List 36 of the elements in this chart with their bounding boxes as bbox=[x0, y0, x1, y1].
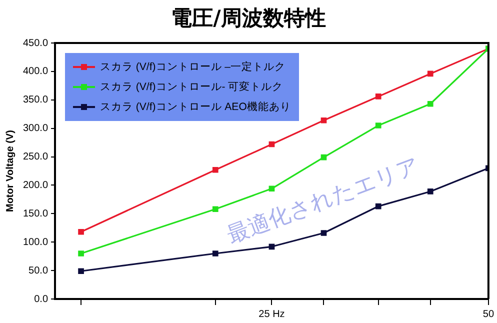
point bbox=[427, 188, 434, 194]
point bbox=[78, 228, 84, 235]
x-tick-label: 25 Hz bbox=[258, 308, 285, 320]
y-tick-label: 400.0 bbox=[22, 66, 48, 78]
point bbox=[375, 203, 382, 210]
point bbox=[78, 268, 84, 274]
x-tick-label: 50 bbox=[482, 308, 494, 320]
y-tick-label: 150.0 bbox=[22, 208, 48, 220]
point bbox=[268, 141, 275, 148]
y-tick-label: 300.0 bbox=[22, 123, 48, 134]
point bbox=[320, 117, 327, 124]
point bbox=[320, 154, 327, 160]
point bbox=[427, 70, 434, 77]
y-tick-label: 100.0 bbox=[22, 236, 48, 248]
legend-label: スカラ (V/f)コントロール AEO機能あり bbox=[100, 100, 291, 114]
point bbox=[212, 166, 218, 173]
y-tick-label: 250.0 bbox=[22, 152, 48, 163]
y-tick-label: 200.0 bbox=[22, 180, 48, 191]
point bbox=[212, 250, 218, 256]
point bbox=[268, 244, 275, 250]
annotation: 最適化されたエリア bbox=[224, 153, 424, 249]
point bbox=[375, 94, 382, 100]
legend-label: スカラ (V/f)コントロール- 可変トルク bbox=[100, 80, 284, 94]
point bbox=[375, 122, 382, 128]
y-tick-label: 50.0 bbox=[28, 265, 48, 276]
y-tick-label: 450.0 bbox=[22, 38, 48, 49]
y-tick-label: 350.0 bbox=[22, 94, 48, 106]
point bbox=[212, 206, 218, 212]
point bbox=[320, 230, 327, 236]
point bbox=[268, 186, 275, 192]
chart-title: 電圧/周波数特性 bbox=[170, 5, 327, 32]
y-axis-title: Motor Voltage (V) bbox=[4, 130, 16, 212]
legend-label: スカラ (V/f)コントロール –一定トルク bbox=[100, 60, 286, 74]
y-tick-label: 0.0 bbox=[34, 294, 48, 305]
point bbox=[78, 250, 84, 256]
point bbox=[427, 100, 434, 107]
